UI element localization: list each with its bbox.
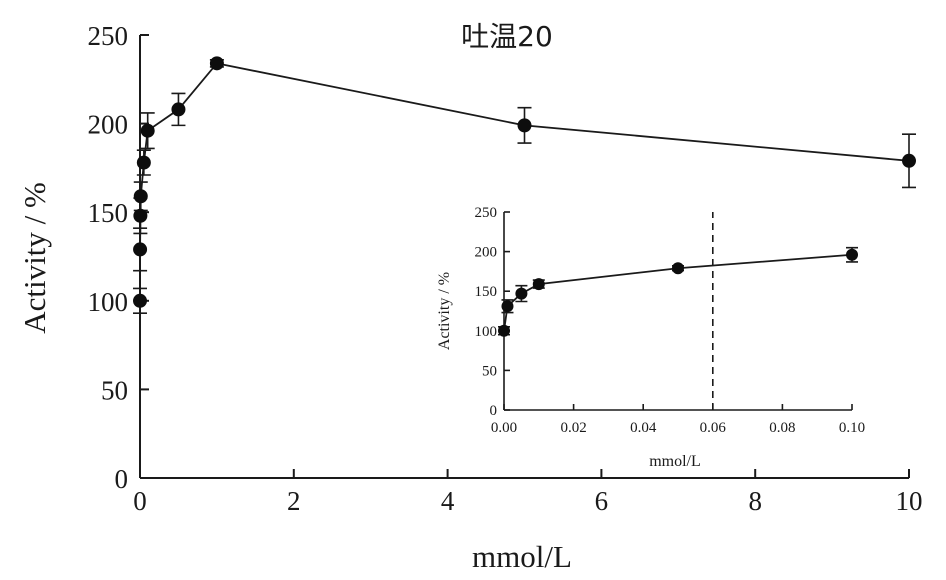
main-x-tick-label: 10	[896, 486, 923, 516]
inset-y-tick-label: 200	[475, 245, 498, 261]
inset-x-tick-label: 0.06	[700, 420, 727, 436]
main-x-tick-label: 4	[441, 486, 455, 516]
inset-y-tick-label: 50	[482, 363, 497, 379]
main-y-tick-label: 0	[115, 464, 129, 494]
inset-data-point	[515, 287, 528, 300]
inset-y-tick-label: 100	[475, 324, 498, 340]
main-data-point	[171, 102, 186, 117]
inset-x-tick-label: 0.00	[491, 420, 517, 436]
main-data-point	[209, 56, 224, 71]
main-x-tick-label: 2	[287, 486, 301, 516]
main-series-line	[139, 62, 910, 301]
inset-data-point	[672, 262, 684, 275]
inset-plot: 0.00 0.02 0.04 0.06 0.08 0.10 0 50 100 150 200 250	[475, 205, 866, 436]
y-axis-title: Activity / %	[17, 182, 52, 334]
inset-x-tick-label: 0.02	[560, 420, 586, 436]
inset-y-axis-title: Activity / %	[436, 272, 453, 350]
chart-title: 吐温20	[461, 20, 553, 53]
main-data-point	[902, 153, 916, 168]
x-axis-title: mmol/L	[472, 539, 572, 574]
main-data-point	[517, 118, 532, 133]
inset-x-tick-label: 0.08	[769, 420, 795, 436]
inset-data-point	[501, 300, 514, 313]
inset-data-point	[498, 324, 510, 337]
inset-axes: 0.00 0.02 0.04 0.06 0.08 0.10 0 50 100 150 200 250	[475, 205, 866, 436]
inset-x-tick-label: 0.10	[839, 420, 865, 436]
main-data-point	[140, 123, 155, 138]
main-data-point	[133, 189, 148, 204]
main-y-tick-label: 50	[101, 375, 128, 405]
inset-y-tick-label: 250	[475, 205, 498, 221]
main-series	[133, 56, 916, 315]
inset-data-point	[846, 248, 858, 261]
inset-y-tick-label: 150	[475, 284, 498, 300]
main-y-tick-label: 150	[88, 198, 129, 228]
inset-x-axis-title: mmol/L	[649, 453, 701, 470]
main-x-tick-label: 0	[133, 486, 147, 516]
main-y-tick-label: 250	[88, 21, 129, 51]
main-y-tick-label: 200	[88, 110, 129, 140]
inset-series	[498, 246, 858, 337]
main-data-point	[136, 155, 151, 170]
inset-y-tick-label: 0	[490, 403, 498, 419]
main-data-point	[133, 242, 148, 257]
main-data-point	[133, 293, 147, 308]
main-x-tick-label: 8	[748, 486, 762, 516]
inset-data-point	[532, 278, 545, 291]
main-x-tick-label: 6	[595, 486, 609, 516]
inset-x-tick-label: 0.04	[630, 420, 657, 436]
main-y-tick-label: 100	[88, 287, 129, 317]
main-data-point	[133, 208, 148, 223]
